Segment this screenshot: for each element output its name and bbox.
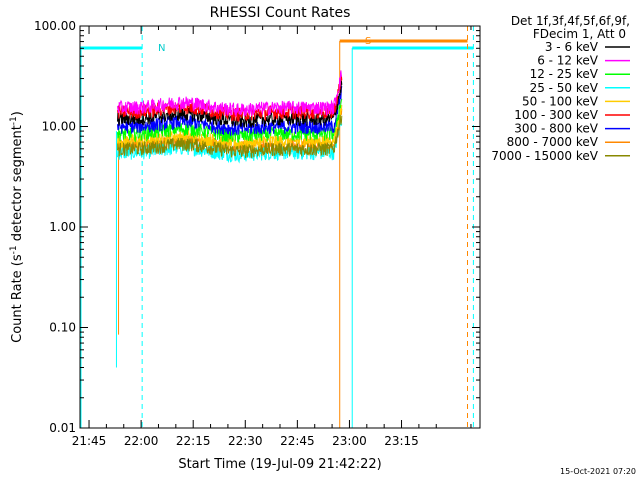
legend-label: 12 - 25 keV <box>530 67 599 81</box>
series-line-12-25keV <box>117 98 343 143</box>
y-label-sup2: -1 <box>9 116 19 125</box>
y-label-close: ) <box>10 111 25 116</box>
saa-label: S <box>365 36 371 47</box>
y-label-sup: -1 <box>9 245 19 254</box>
x-tick-label: 23:00 <box>332 434 367 448</box>
x-tick-label: 22:15 <box>176 434 211 448</box>
x-axis: 21:45 22:00 22:15 22:30 22:45 23:00 23:15 <box>72 26 472 448</box>
legend-label: 25 - 50 keV <box>530 81 599 95</box>
series-line-7000-15000keV <box>117 114 343 159</box>
legend-label: 300 - 800 keV <box>514 122 598 136</box>
y-tick-label: 10.00 <box>42 120 76 134</box>
y-tick-label: 0.01 <box>49 421 76 435</box>
night-label: N <box>158 43 165 54</box>
chart-title: RHESSI Count Rates <box>210 5 351 21</box>
series-line-6-12keV <box>117 70 343 117</box>
y-axis: 0.01 0.10 1.00 10.00 100.00 <box>34 19 480 435</box>
y-label-main: Count Rate (s <box>10 254 25 343</box>
y-tick-label: 0.10 <box>49 321 76 335</box>
legend-header-2: FDecim 1, Att 0 <box>533 27 626 41</box>
y-tick-label: 1.00 <box>49 220 76 234</box>
x-tick-label: 22:45 <box>280 434 315 448</box>
x-tick-label: 22:30 <box>228 434 263 448</box>
legend-label: 3 - 6 keV <box>545 40 599 54</box>
legend-label: 7000 - 15000 keV <box>491 149 598 163</box>
legend-header-1: Det 1f,3f,4f,5f,6f,9f, <box>511 14 630 28</box>
legend-label: 50 - 100 keV <box>522 94 599 108</box>
x-tick-label: 21:45 <box>72 434 107 448</box>
y-label-rest: detector segment <box>10 125 25 245</box>
footer-timestamp: 15-Oct-2021 07:20 <box>560 467 636 476</box>
legend-label: 800 - 7000 keV <box>507 135 599 149</box>
legend-label: 100 - 300 keV <box>514 108 598 122</box>
x-tick-label: 22:00 <box>124 434 159 448</box>
legend: Det 1f,3f,4f,5f,6f,9f, FDecim 1, Att 0 3… <box>491 14 630 163</box>
x-tick-label: 23:15 <box>384 434 419 448</box>
x-axis-label: Start Time (19-Jul-09 21:42:22) <box>178 457 381 472</box>
data-layer <box>80 26 474 428</box>
series-line-300-800keV <box>117 86 343 136</box>
y-tick-label: 100.00 <box>34 19 76 33</box>
y-axis-label: Count Rate (s-1 detector segment-1) <box>9 111 25 343</box>
legend-label: 6 - 12 keV <box>537 54 599 68</box>
